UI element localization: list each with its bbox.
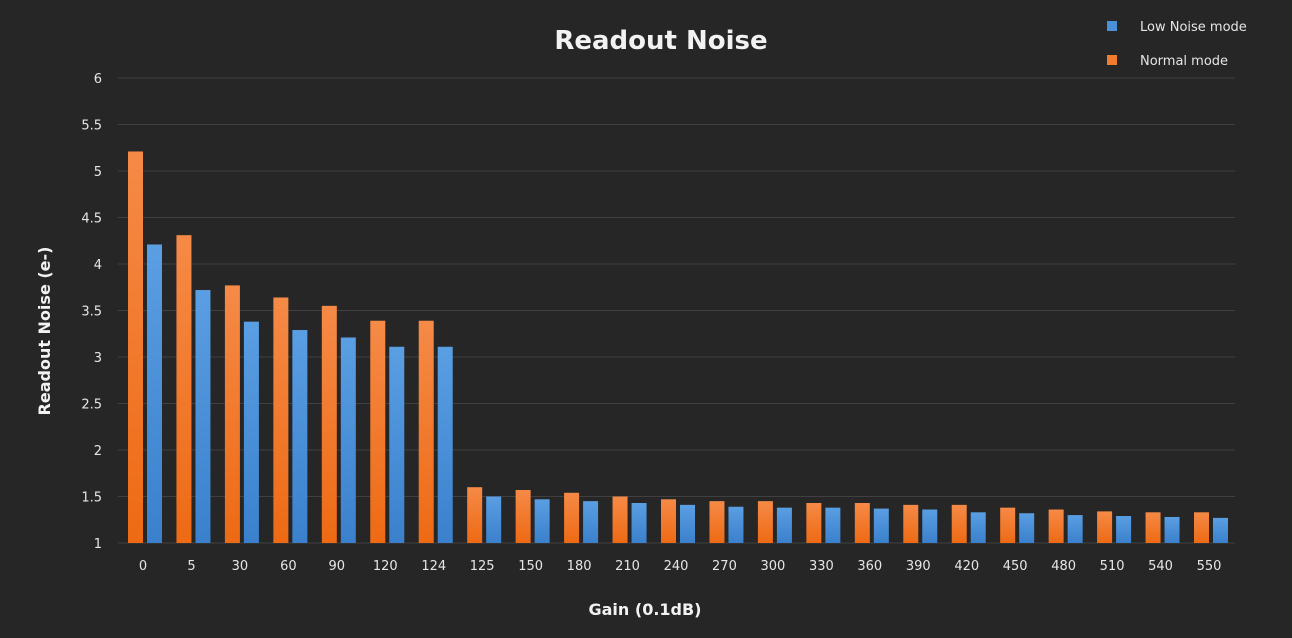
bar-low-noise-mode bbox=[970, 512, 986, 543]
bar-normal-mode bbox=[661, 499, 676, 543]
bar-normal-mode bbox=[709, 501, 725, 543]
bar-normal-mode bbox=[1097, 511, 1113, 543]
bar-low-noise-mode bbox=[292, 330, 308, 543]
legend-swatch-normal bbox=[1107, 55, 1117, 65]
bar-normal-mode bbox=[1000, 507, 1016, 543]
bar-low-noise-mode bbox=[1164, 516, 1180, 543]
x-tick-label: 330 bbox=[809, 559, 834, 574]
bar-low-noise-mode bbox=[195, 290, 211, 543]
bar-low-noise-mode bbox=[776, 507, 792, 543]
bar-normal-mode bbox=[370, 320, 386, 543]
y-tick-label: 3.5 bbox=[81, 305, 102, 320]
x-tick-label: 540 bbox=[1148, 559, 1173, 574]
bar-low-noise-mode bbox=[1019, 513, 1035, 543]
x-tick-label: 360 bbox=[857, 559, 882, 574]
legend-swatch-low-noise bbox=[1107, 21, 1117, 31]
bar-normal-mode bbox=[564, 492, 580, 543]
y-tick-label: 3 bbox=[94, 351, 102, 366]
bar-normal-mode bbox=[321, 305, 337, 543]
bar-normal-mode bbox=[273, 297, 289, 543]
bar-low-noise-mode bbox=[389, 346, 405, 543]
bar-normal-mode bbox=[806, 503, 822, 543]
bar-low-noise-mode bbox=[1213, 517, 1228, 543]
bar-low-noise-mode bbox=[873, 508, 889, 543]
x-tick-label: 550 bbox=[1197, 559, 1222, 574]
legend-label-low-noise: Low Noise mode bbox=[1140, 20, 1247, 35]
bar-low-noise-mode bbox=[486, 496, 502, 543]
y-axis-title: Readout Noise (e-) bbox=[35, 247, 54, 416]
legend-label-normal: Normal mode bbox=[1140, 54, 1228, 69]
bar-low-noise-mode bbox=[631, 503, 647, 543]
bar-low-noise-mode bbox=[243, 321, 259, 543]
x-tick-label: 450 bbox=[1003, 559, 1028, 574]
chart-title: Readout Noise bbox=[554, 26, 767, 56]
x-tick-label: 0 bbox=[139, 559, 147, 574]
y-tick-label: 1 bbox=[94, 537, 102, 552]
x-tick-label: 390 bbox=[906, 559, 931, 574]
y-tick-label: 2.5 bbox=[81, 398, 102, 413]
y-axis-ticks: 1 1.5 2 2.5 3 3.5 4 4.5 5 5.5 6 bbox=[81, 72, 102, 552]
bar-normal-mode bbox=[612, 496, 628, 543]
bar-normal-mode bbox=[1194, 512, 1209, 543]
x-tick-label: 90 bbox=[329, 559, 346, 574]
x-tick-label: 510 bbox=[1100, 559, 1125, 574]
bar-normal-mode bbox=[1048, 509, 1064, 543]
y-tick-label: 4.5 bbox=[81, 212, 102, 227]
bar-low-noise-mode bbox=[340, 337, 356, 543]
x-tick-label: 180 bbox=[567, 559, 592, 574]
bar-normal-mode bbox=[854, 503, 870, 543]
y-tick-label: 1.5 bbox=[81, 491, 102, 506]
bar-low-noise-mode bbox=[534, 499, 550, 543]
x-tick-label: 30 bbox=[232, 559, 249, 574]
x-tick-label: 124 bbox=[421, 559, 446, 574]
x-tick-label: 125 bbox=[470, 559, 495, 574]
x-tick-label: 270 bbox=[712, 559, 737, 574]
legend: Low Noise mode Normal mode bbox=[1107, 20, 1247, 69]
x-tick-label: 480 bbox=[1051, 559, 1076, 574]
bar-normal-mode bbox=[951, 504, 967, 543]
y-tick-label: 6 bbox=[94, 72, 102, 87]
bar-normal-mode bbox=[1145, 512, 1161, 543]
bar-normal-mode bbox=[128, 151, 143, 543]
y-tick-label: 5.5 bbox=[81, 119, 102, 134]
bar-low-noise-mode bbox=[1116, 516, 1132, 543]
bar-low-noise-mode bbox=[922, 509, 938, 543]
x-tick-label: 5 bbox=[187, 559, 195, 574]
x-tick-label: 210 bbox=[615, 559, 640, 574]
bar-normal-mode bbox=[467, 487, 483, 543]
x-axis-title: Gain (0.1dB) bbox=[589, 600, 702, 619]
x-tick-label: 60 bbox=[280, 559, 297, 574]
bar-normal-mode bbox=[903, 504, 919, 543]
bar-normal-mode bbox=[224, 285, 240, 543]
bar-low-noise-mode bbox=[825, 507, 841, 543]
x-tick-label: 300 bbox=[760, 559, 785, 574]
bar-low-noise-mode bbox=[680, 504, 695, 543]
y-tick-label: 5 bbox=[94, 165, 102, 180]
x-tick-label: 120 bbox=[373, 559, 398, 574]
bar-normal-mode bbox=[176, 235, 192, 544]
bar-normal-mode bbox=[757, 501, 773, 543]
bar-low-noise-mode bbox=[583, 501, 599, 543]
bar-low-noise-mode bbox=[1067, 515, 1083, 543]
bar-normal-mode bbox=[418, 320, 434, 543]
bar-normal-mode bbox=[515, 489, 531, 543]
x-tick-label: 150 bbox=[518, 559, 543, 574]
bar-low-noise-mode bbox=[728, 506, 744, 543]
x-tick-label: 420 bbox=[954, 559, 979, 574]
bar-low-noise-mode bbox=[147, 244, 162, 543]
x-axis-ticks: 0 5 30 60 90 120 124 125 150 180 210 240 270 300 330 36… bbox=[139, 559, 1222, 574]
y-tick-label: 2 bbox=[94, 444, 102, 459]
x-tick-label: 240 bbox=[664, 559, 689, 574]
bar-low-noise-mode bbox=[437, 346, 453, 543]
y-tick-label: 4 bbox=[94, 258, 102, 273]
bars bbox=[128, 151, 1228, 544]
